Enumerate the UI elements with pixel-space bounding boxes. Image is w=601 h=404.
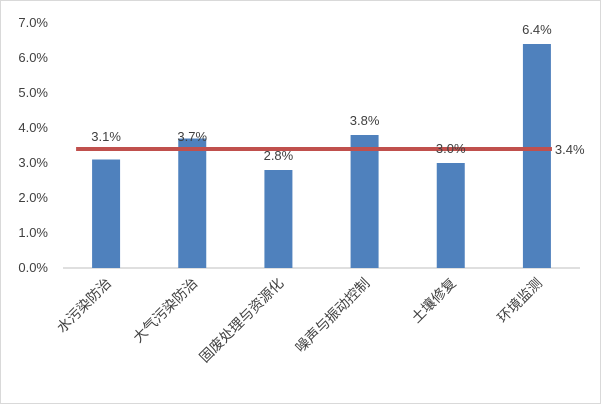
bar bbox=[522, 44, 551, 268]
bar bbox=[264, 170, 293, 268]
y-tick-label: 2.0% bbox=[18, 190, 48, 205]
y-tick-label: 7.0% bbox=[18, 15, 48, 30]
x-tick-label: 环境监测 bbox=[495, 276, 546, 327]
data-label: 6.4% bbox=[522, 22, 552, 37]
data-label: 3.0% bbox=[436, 141, 466, 156]
y-tick-label: 6.0% bbox=[18, 50, 48, 65]
x-tick-label: 水污染防治 bbox=[54, 276, 115, 337]
bar bbox=[92, 159, 121, 268]
data-label: 2.8% bbox=[264, 148, 294, 163]
y-tick-label: 4.0% bbox=[18, 120, 48, 135]
data-labels: 3.1% 3.7% 2.8% 3.8% 3.0% 6.4% bbox=[91, 22, 552, 163]
bar bbox=[178, 138, 207, 268]
data-label: 3.1% bbox=[91, 129, 121, 144]
x-tick-label: 固废处理与资源化 bbox=[197, 276, 288, 367]
y-tick-label: 1.0% bbox=[18, 225, 48, 240]
bars bbox=[92, 44, 551, 268]
y-axis-tick-labels: 0.0% 1.0% 2.0% 3.0% 4.0% 5.0% 6.0% 7.0% bbox=[18, 15, 48, 275]
average-label: 3.4% bbox=[555, 142, 585, 157]
x-tick-label: 大气污染防治 bbox=[130, 276, 201, 347]
x-tick-label: 噪声与振动控制 bbox=[293, 276, 374, 357]
y-tick-label: 0.0% bbox=[18, 260, 48, 275]
x-tick-label: 土壤修复 bbox=[408, 275, 460, 327]
bar bbox=[436, 163, 465, 268]
y-tick-label: 3.0% bbox=[18, 155, 48, 170]
y-tick-label: 5.0% bbox=[18, 85, 48, 100]
data-label: 3.7% bbox=[177, 129, 207, 144]
data-label: 3.8% bbox=[350, 113, 380, 128]
bar bbox=[350, 135, 379, 268]
